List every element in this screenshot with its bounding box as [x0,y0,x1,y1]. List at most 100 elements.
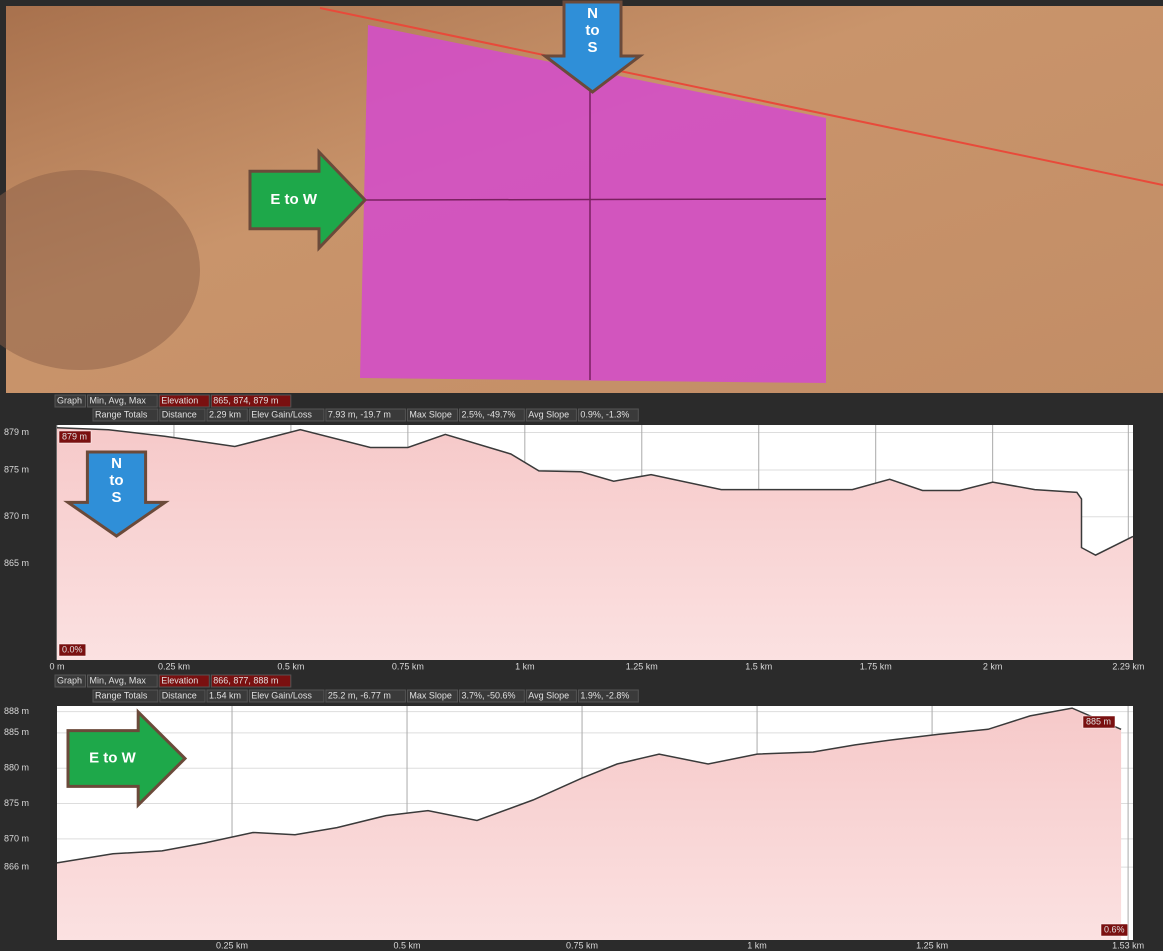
summary-box [248,408,325,422]
marker-label: 0.0% [62,644,83,654]
y-tick-label: 865 m [4,558,29,568]
x-tick-label: 1.25 km [626,661,658,671]
summary-text: 25.2 m, -6.77 m [328,690,391,700]
summary-text: Elev Gain/Loss [251,409,312,419]
arrow-shape [66,708,188,809]
summary-text: 1.54 km [209,690,241,700]
elevation-line [56,707,1122,864]
summary-box [54,394,86,408]
x-tick-label: 0.75 km [392,661,424,671]
summary-text: Avg Slope [528,690,569,700]
x-tick-label: 2.29 km [1112,661,1144,671]
field-polygon [360,25,826,383]
summary-text: 2.29 km [209,409,241,419]
area-fill [57,427,1133,660]
summary-text: Range Totals [95,409,148,419]
summary-box [87,674,158,688]
marker-box [58,643,87,657]
summary-text: Graph [57,395,82,405]
summary-text: Max Slope [409,690,452,700]
x-tick-label: 1 km [515,661,535,671]
arrow-label: E to W [89,749,136,766]
summary-box [459,689,525,703]
summary-box [325,408,406,422]
y-tick-label: 879 m [4,427,29,437]
summary-text: 865, 874, 879 m [213,395,278,405]
summary-box [87,394,158,408]
summary-box [577,408,639,422]
marker-label: 0.6% [1104,924,1125,934]
x-tick-label: 1.75 km [860,661,892,671]
summary-text: 866, 877, 888 m [213,675,278,685]
marker-label: 879 m [62,431,87,441]
summary-text: Elevation [161,395,198,405]
arrow-shape [540,0,645,94]
arrow-label: E to W [270,191,317,208]
terrain [0,170,200,370]
summary-box [406,689,458,703]
summary-box [206,689,248,703]
summary-text: Range Totals [95,690,148,700]
marker-box [1100,923,1129,937]
summary-text: Graph [57,675,82,685]
x-tick-label: 0.25 km [158,661,190,671]
road [319,7,1163,186]
y-tick-label: 866 m [4,862,29,872]
summary-box [325,689,406,703]
y-tick-label: 880 m [4,763,29,773]
arrow-shape [248,148,368,252]
y-tick-label: 875 m [4,464,29,474]
arrow-label: to [585,22,599,39]
summary-box [92,408,159,422]
arrow-label: N [111,455,122,472]
x-tick-label: 1 km [747,940,767,950]
summary-box [159,408,206,422]
y-tick-label: 870 m [4,511,29,521]
arrow-label: S [111,489,121,506]
y-tick-label: 888 m [4,706,29,716]
ew-transect [363,198,827,201]
summary-box [406,408,458,422]
summary-text: 1.9%, -2.8% [580,690,629,700]
x-tick-label: 0 m [49,661,64,671]
x-tick-label: 0.5 km [277,661,304,671]
y-tick-label: 885 m [4,727,29,737]
area-fill [57,708,1122,940]
summary-box [210,394,292,408]
summary-text: Min, Avg, Max [90,395,147,405]
summary-text: 2.5%, -49.7% [462,409,516,419]
summary-box [577,689,639,703]
arrow-label: to [109,472,123,489]
summary-text: Max Slope [409,409,452,419]
summary-box [158,674,210,688]
arrow-label: N [587,5,598,22]
summary-box [248,689,325,703]
elevation-line [56,427,1134,556]
marker-box [58,430,92,444]
summary-box [459,408,525,422]
marker-label: 885 m [1086,716,1111,726]
marker-box [1082,715,1116,729]
x-tick-label: 0.5 km [394,940,421,950]
summary-box [159,689,206,703]
arrow-shape [63,450,170,538]
summary-text: 3.7%, -50.6% [462,690,516,700]
summary-text: Elevation [161,675,198,685]
x-tick-label: 1.5 km [745,661,772,671]
summary-box [210,674,292,688]
x-tick-label: 1.53 km [1112,940,1144,950]
summary-box [525,408,577,422]
summary-box [158,394,210,408]
x-tick-label: 0.25 km [216,940,248,950]
summary-box [206,408,248,422]
summary-text: 0.9%, -1.3% [580,409,629,419]
y-tick-label: 875 m [4,798,29,808]
summary-text: Min, Avg, Max [90,675,147,685]
summary-text: Distance [162,409,197,419]
y-tick-label: 870 m [4,833,29,843]
summary-text: 7.93 m, -19.7 m [328,409,391,419]
x-tick-label: 1.25 km [916,940,948,950]
summary-text: Elev Gain/Loss [251,690,312,700]
